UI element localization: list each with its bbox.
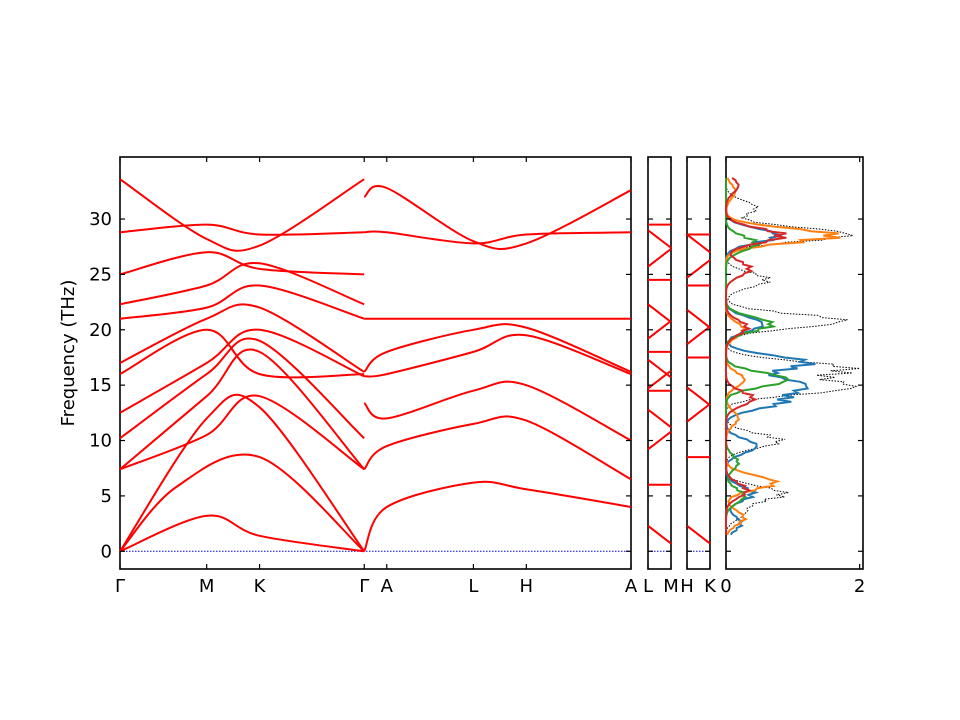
y-tick-label: 5 bbox=[101, 486, 112, 507]
phonon-band bbox=[686, 309, 711, 329]
phonon-band bbox=[364, 333, 632, 378]
phonon-band bbox=[119, 223, 365, 236]
phonon-band bbox=[647, 248, 672, 268]
phonon-band bbox=[363, 415, 632, 481]
phonon-band bbox=[119, 393, 366, 552]
band-panel-path2 bbox=[647, 156, 672, 570]
dos-x-tick-label: 0 bbox=[720, 576, 731, 597]
high-symmetry-label: K bbox=[704, 576, 717, 597]
high-symmetry-label: H bbox=[520, 576, 534, 597]
y-tick-label: 15 bbox=[89, 375, 112, 396]
high-symmetry-label: K bbox=[254, 576, 267, 597]
y-tick-label: 25 bbox=[89, 264, 112, 285]
phonon-band bbox=[119, 328, 365, 414]
phonon-band bbox=[119, 514, 365, 553]
partial-dos-curve bbox=[725, 177, 787, 535]
phonon-band bbox=[686, 403, 711, 423]
phonon-band bbox=[363, 480, 632, 552]
y-tick-label: 20 bbox=[89, 320, 112, 341]
phonon-band bbox=[119, 394, 365, 471]
y-tick-label: 30 bbox=[89, 209, 112, 230]
high-symmetry-label: A bbox=[381, 576, 394, 597]
phonon-band bbox=[647, 369, 672, 390]
y-tick-label: 10 bbox=[89, 431, 112, 452]
high-symmetry-label: H bbox=[680, 576, 694, 597]
phonon-band bbox=[647, 408, 672, 429]
phonon-band bbox=[119, 178, 365, 252]
phonon-band bbox=[119, 251, 365, 276]
phonon-band bbox=[119, 284, 365, 320]
high-symmetry-label: L bbox=[468, 576, 478, 597]
phonon-band bbox=[364, 230, 632, 245]
phonon-band bbox=[647, 525, 672, 545]
phonon-band bbox=[686, 259, 711, 279]
phonon-band bbox=[647, 229, 672, 249]
phonon-band bbox=[647, 320, 672, 340]
phonon-band bbox=[686, 386, 711, 406]
phonon-band bbox=[363, 185, 632, 250]
phonon-band bbox=[119, 328, 365, 379]
high-symmetry-label: M bbox=[199, 576, 215, 597]
band-panel-path3 bbox=[686, 156, 711, 570]
phonon-band bbox=[647, 358, 672, 379]
high-symmetry-label: A bbox=[625, 576, 638, 597]
phonon-band bbox=[363, 380, 632, 442]
phonon-band bbox=[647, 303, 672, 323]
phonon-band bbox=[119, 453, 365, 553]
phonon-band bbox=[119, 337, 365, 440]
high-symmetry-label: Γ bbox=[359, 576, 369, 597]
phonon-band bbox=[686, 325, 711, 345]
phonon-band bbox=[119, 303, 365, 373]
phonon-band bbox=[119, 262, 365, 306]
dos-x-tick-label: 2 bbox=[854, 576, 865, 597]
y-tick-label: 0 bbox=[101, 541, 112, 562]
high-symmetry-label: L bbox=[643, 576, 653, 597]
y-axis-label: Frequency (THz) bbox=[58, 280, 79, 427]
high-symmetry-label: Γ bbox=[115, 576, 125, 597]
phonon-band bbox=[647, 430, 672, 451]
phonon-band bbox=[363, 323, 632, 373]
phonon-band bbox=[686, 233, 711, 254]
phonon-band bbox=[686, 525, 711, 545]
high-symmetry-label: M bbox=[663, 576, 679, 597]
